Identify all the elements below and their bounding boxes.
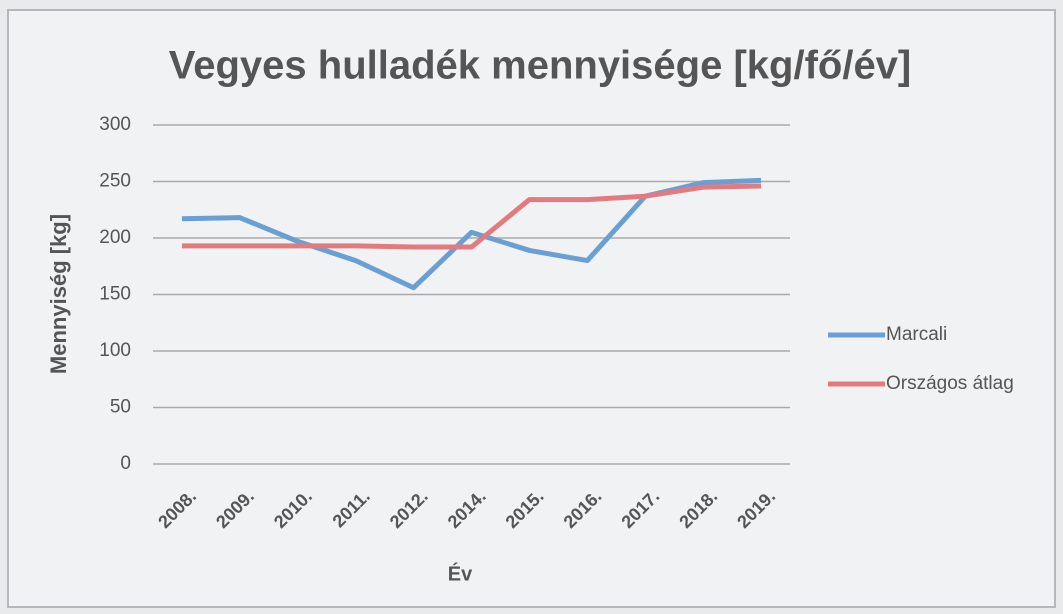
legend-label: Marcali — [886, 324, 947, 345]
y-tick-label: 50 — [110, 397, 131, 418]
y-tick-label: 100 — [99, 340, 131, 361]
y-tick-label: 200 — [99, 227, 131, 248]
line-series — [181, 183, 762, 250]
y-tick-label: 150 — [99, 284, 131, 305]
legend-label: Országos átlag — [886, 373, 1014, 394]
y-tick-label: 0 — [120, 453, 131, 474]
y-tick-label: 250 — [99, 171, 131, 192]
chart-title: Vegyes hulladék mennyisége [kg/fő/év] — [169, 44, 912, 88]
chart-frame — [7, 9, 1056, 608]
y-tick-label: 300 — [99, 114, 131, 135]
y-axis-label: Mennyiség [kg] — [46, 214, 71, 374]
x-axis-label: Év — [448, 562, 473, 585]
